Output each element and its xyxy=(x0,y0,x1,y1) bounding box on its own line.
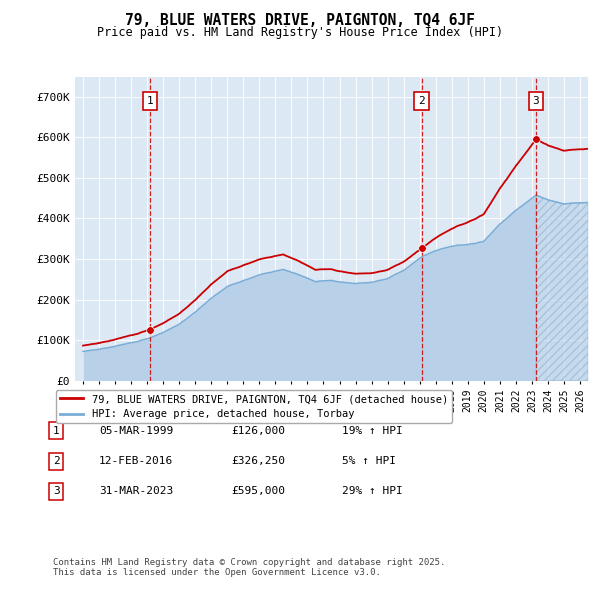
Text: 29% ↑ HPI: 29% ↑ HPI xyxy=(342,487,403,496)
Text: Contains HM Land Registry data © Crown copyright and database right 2025.
This d: Contains HM Land Registry data © Crown c… xyxy=(53,558,445,577)
Text: 79, BLUE WATERS DRIVE, PAIGNTON, TQ4 6JF: 79, BLUE WATERS DRIVE, PAIGNTON, TQ4 6JF xyxy=(125,13,475,28)
Text: 3: 3 xyxy=(53,487,59,496)
Text: 1: 1 xyxy=(146,96,153,106)
Text: £326,250: £326,250 xyxy=(231,457,285,466)
Legend: 79, BLUE WATERS DRIVE, PAIGNTON, TQ4 6JF (detached house), HPI: Average price, d: 79, BLUE WATERS DRIVE, PAIGNTON, TQ4 6JF… xyxy=(56,390,452,424)
Text: 1: 1 xyxy=(53,426,59,435)
Text: £595,000: £595,000 xyxy=(231,487,285,496)
Text: 31-MAR-2023: 31-MAR-2023 xyxy=(99,487,173,496)
Text: 2: 2 xyxy=(418,96,425,106)
Text: 2: 2 xyxy=(53,457,59,466)
Text: 05-MAR-1999: 05-MAR-1999 xyxy=(99,426,173,435)
Text: 3: 3 xyxy=(533,96,539,106)
Text: 5% ↑ HPI: 5% ↑ HPI xyxy=(342,457,396,466)
Text: 12-FEB-2016: 12-FEB-2016 xyxy=(99,457,173,466)
Text: Price paid vs. HM Land Registry's House Price Index (HPI): Price paid vs. HM Land Registry's House … xyxy=(97,26,503,39)
Text: 19% ↑ HPI: 19% ↑ HPI xyxy=(342,426,403,435)
Text: £126,000: £126,000 xyxy=(231,426,285,435)
